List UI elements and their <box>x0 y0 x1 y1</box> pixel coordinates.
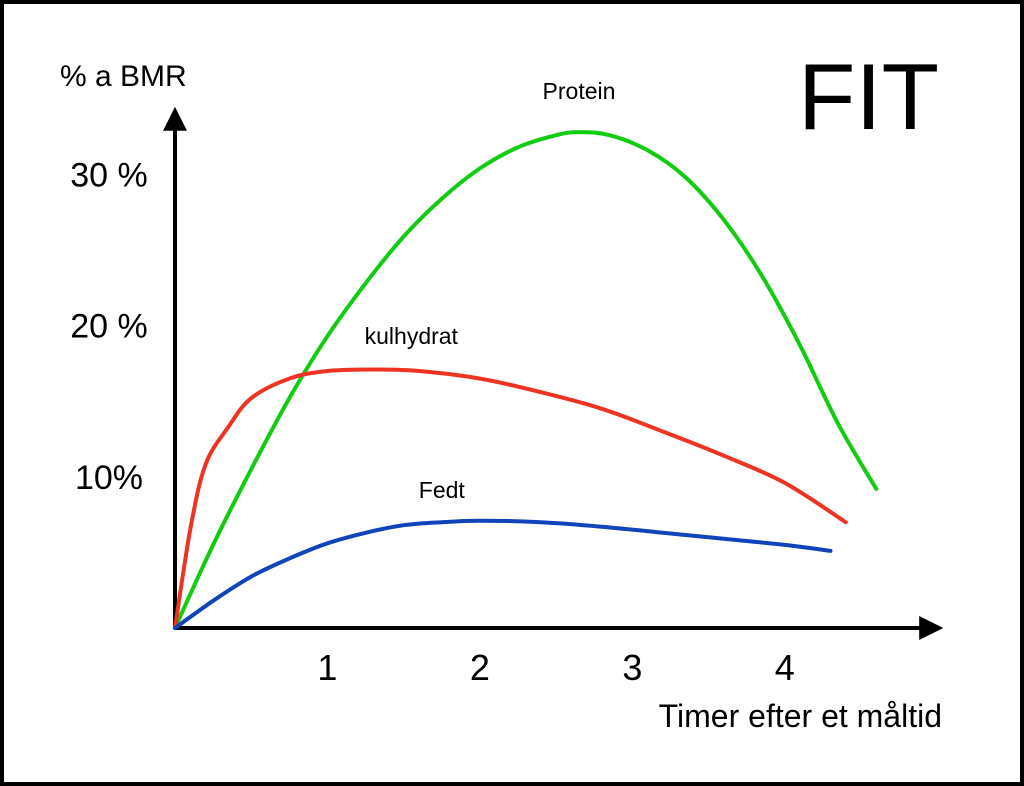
y-tick-label: 20 % <box>70 308 148 346</box>
y-axis-label: % a BMR <box>60 60 187 93</box>
x-tick-label: 1 <box>317 647 337 688</box>
series-line-kulhydrat <box>173 367 848 630</box>
fit-chart: FIT % a BMR Timer efter et måltid 10% 20 … <box>60 44 944 734</box>
chart-title: FIT <box>798 44 939 149</box>
x-tick-labels: 1 2 3 4 <box>317 647 794 688</box>
x-tick-label: 3 <box>622 647 642 688</box>
x-tick-label: 2 <box>470 647 490 688</box>
series-label-protein: Protein <box>543 78 616 104</box>
y-tick-label: 30 % <box>70 156 148 194</box>
series-lines <box>173 130 879 630</box>
series-label-fedt: Fedt <box>419 477 466 503</box>
series-line-protein <box>173 130 879 630</box>
x-tick-label: 4 <box>775 647 795 688</box>
y-tick-labels: 10% 20 % 30 % <box>70 156 148 496</box>
series-label-kulhydrat: kulhydrat <box>365 323 459 349</box>
series-line-fedt <box>173 518 833 630</box>
y-tick-label: 10% <box>75 459 143 497</box>
series-labels: Protein kulhydrat Fedt <box>365 78 616 503</box>
x-axis-label: Timer efter et måltid <box>659 698 942 734</box>
